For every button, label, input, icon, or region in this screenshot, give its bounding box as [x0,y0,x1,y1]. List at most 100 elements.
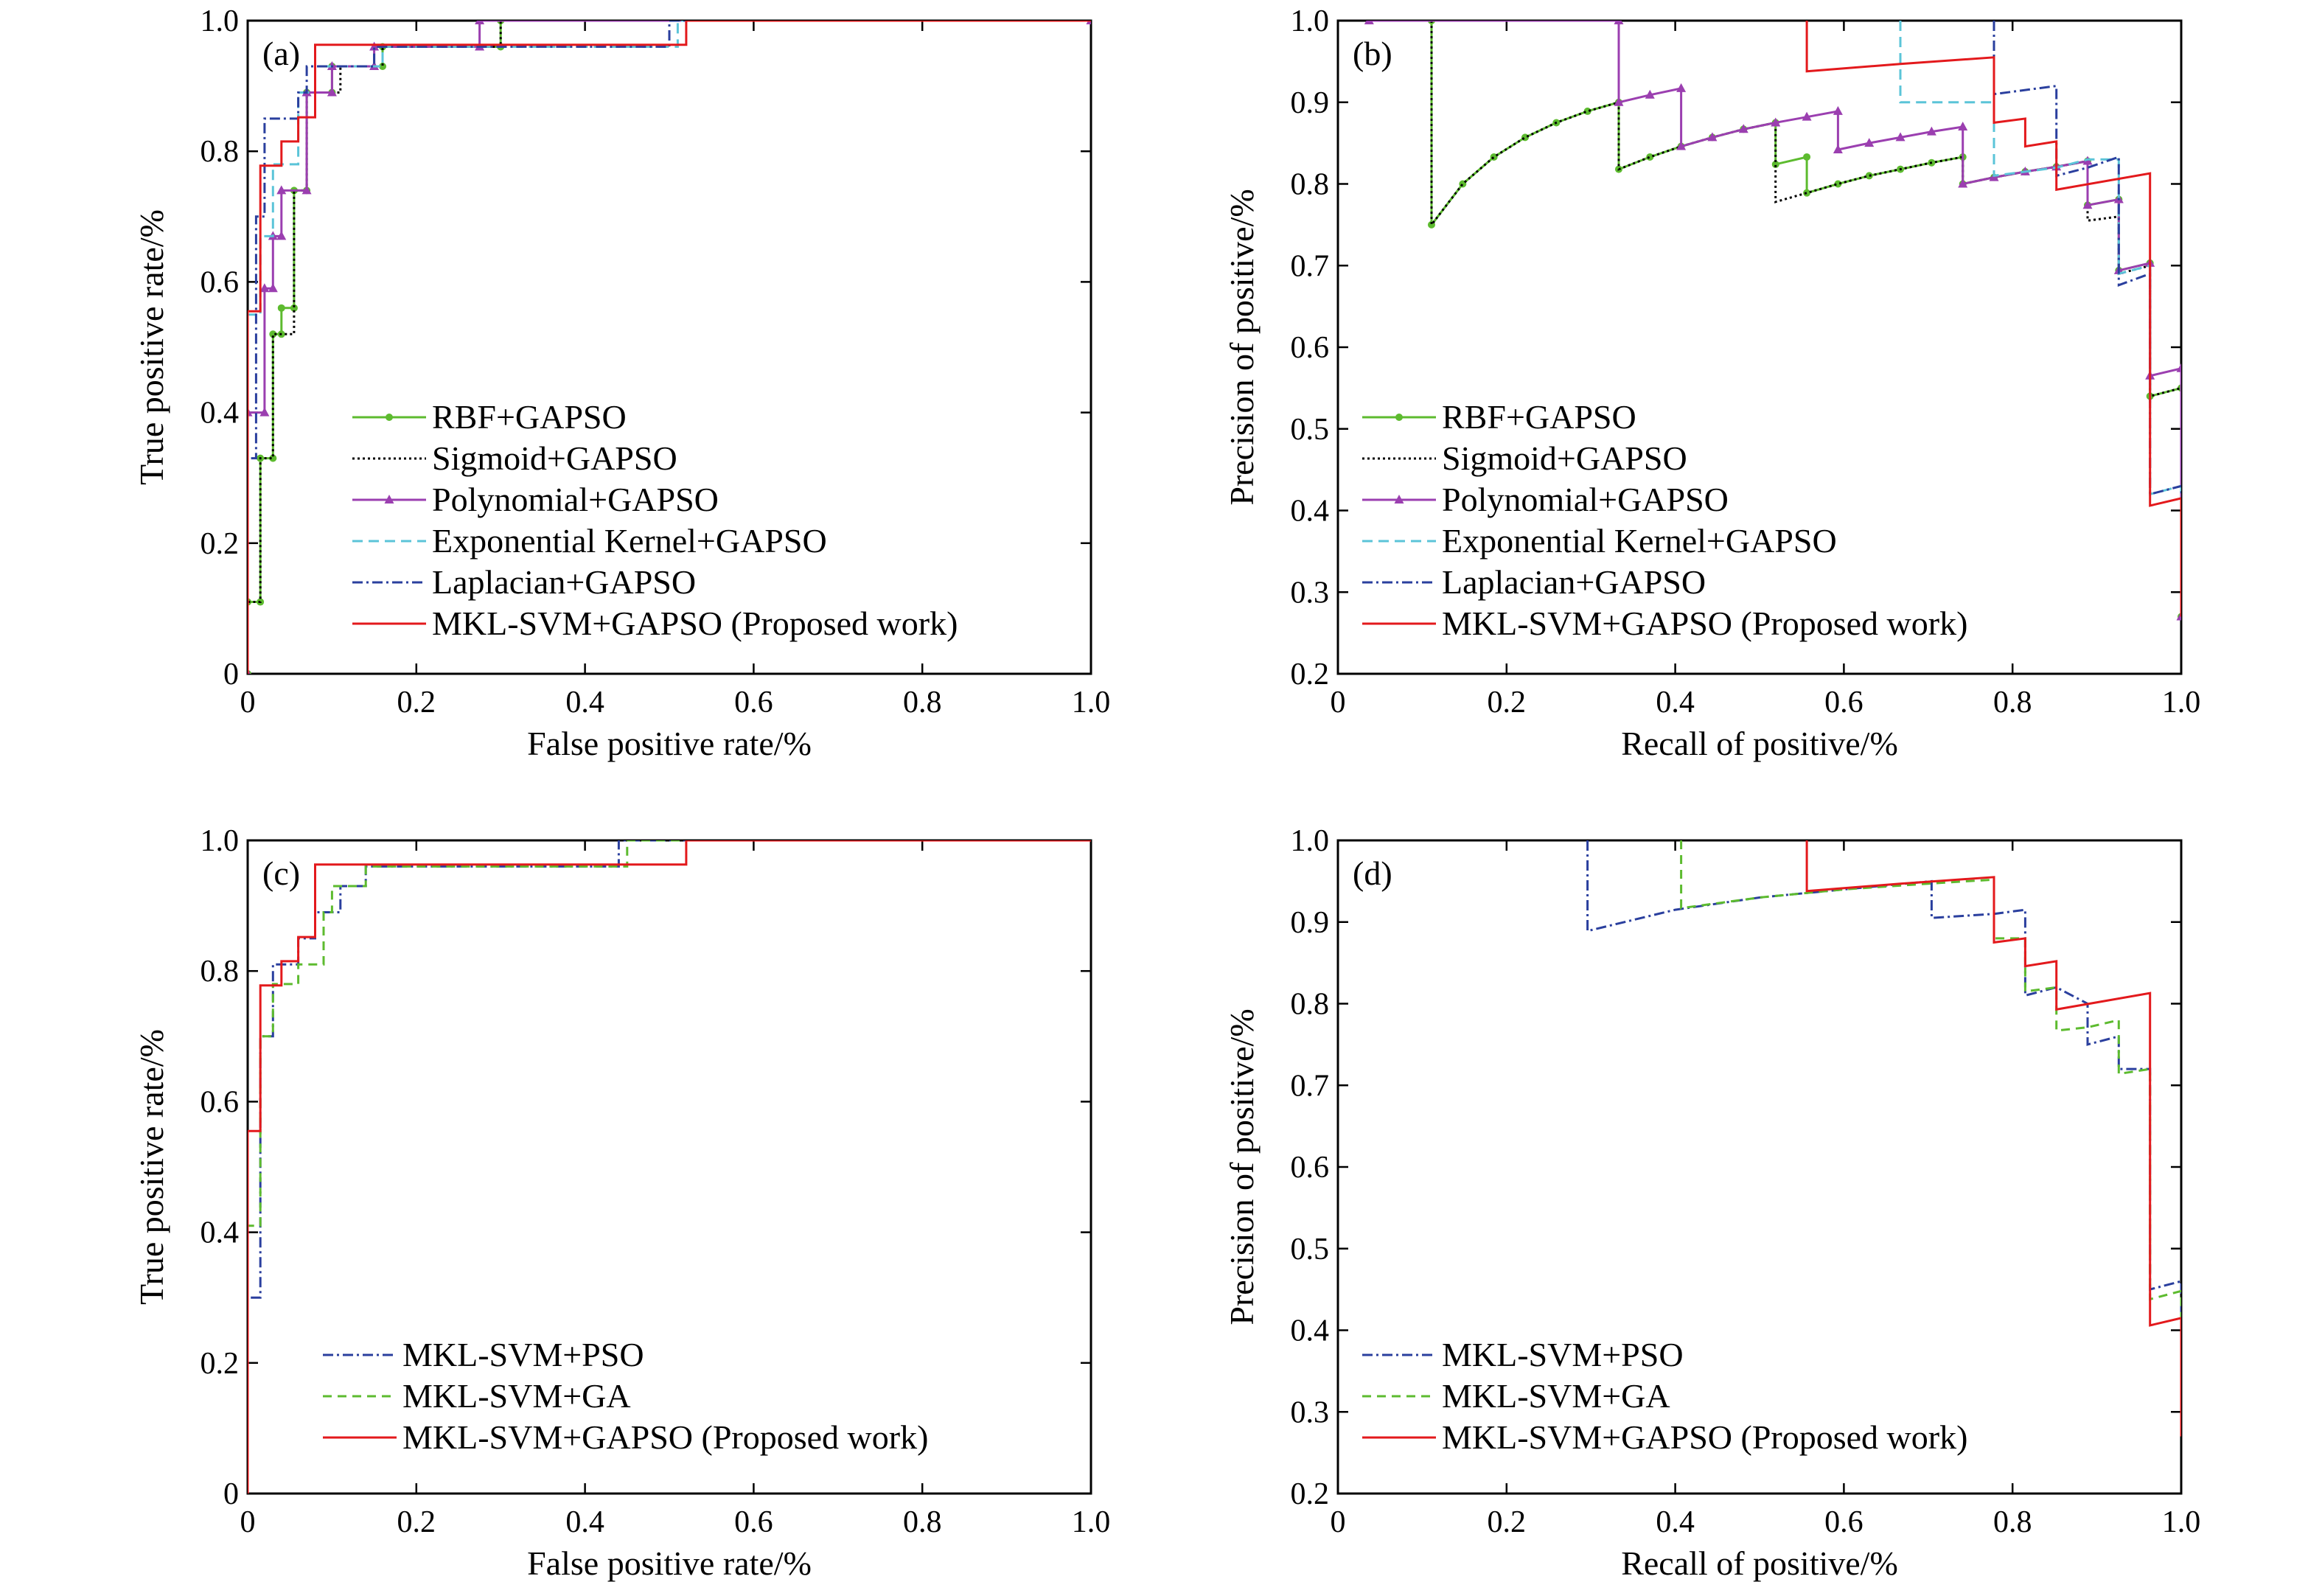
series-point [276,185,287,195]
series-3 [248,840,1091,1494]
series-point [1676,141,1687,150]
x-axis-title: Recall of positive/% [1621,1544,1898,1582]
series-4 [1899,21,2181,617]
series-point [1614,21,1624,24]
y-tick-label: 0.8 [1291,168,1330,202]
legend-label: RBF+GAPSO [1442,398,1636,436]
y-tick-label: 0.7 [1291,1069,1330,1103]
series-point [1738,124,1749,133]
x-tick-label: 0.2 [397,686,436,719]
y-axis-title: Precision of positive/% [1223,1008,1261,1325]
x-axis-title: False positive rate/% [527,725,812,762]
legend-label: MKL-SVM+GAPSO (Proposed work) [432,604,958,642]
x-tick-label: 0.8 [1993,1505,2032,1539]
x-tick-label: 1.0 [2162,1505,2201,1539]
legend-label: MKL-SVM+GA [402,1377,631,1415]
panel-label: (b) [1353,35,1392,72]
x-tick-label: 1.0 [1072,1505,1111,1539]
series-line [1992,21,2181,617]
series-point [1771,160,1779,168]
legend-label: MKL-SVM+GAPSO (Proposed work) [1442,604,1967,642]
y-tick-label: 0.7 [1291,249,1330,283]
series-line [248,21,1091,674]
series-point [369,41,380,51]
series-point [1834,180,1842,188]
x-tick-label: 0 [1331,1505,1346,1539]
y-tick-label: 0.4 [1291,495,1330,529]
legend-label: Sigmoid+GAPSO [432,439,677,477]
legend-label: Sigmoid+GAPSO [1442,439,1687,477]
x-tick-label: 0.4 [1656,1505,1695,1539]
y-axis-title: True positive rate/% [133,209,170,485]
y-tick-label: 0.5 [1291,413,1330,447]
series-point [269,330,277,338]
series-point [2176,363,2181,372]
x-tick-label: 0.6 [734,1505,773,1539]
x-tick-label: 0.2 [397,1505,436,1539]
series-point [1614,97,1624,106]
y-tick-label: 0.6 [1291,1151,1330,1185]
series-3 [1805,840,2181,1437]
series-point [1958,178,1968,188]
y-tick-label: 0.9 [1291,86,1330,120]
legend-label: Exponential Kernel+GAPSO [1442,522,1837,560]
series-line [1805,21,2181,617]
series-point [1833,105,1843,115]
panel-label: (c) [262,854,300,892]
legend-label: MKL-SVM+PSO [402,1336,644,1373]
y-tick-label: 1.0 [201,4,240,38]
y-tick-label: 0.4 [201,1216,240,1250]
series-point [259,283,270,293]
series-point [259,407,270,417]
y-tick-label: 0 [223,1477,239,1511]
chart-panel-3: 0 0.2 0.4 0.6 0.8 1.0 0 0.2 0.4 0.6 0.8 1.0 False po… [133,824,1110,1582]
x-tick-label: 0.4 [1656,686,1695,719]
x-axis-title: False positive rate/% [527,1544,812,1582]
x-tick-label: 0.6 [1824,1505,1863,1539]
y-tick-label: 0.4 [201,397,240,431]
y-tick-label: 0.3 [1291,1395,1330,1429]
legend-label: MKL-SVM+GAPSO (Proposed work) [1442,1418,1967,1456]
legend-label: Laplacian+GAPSO [432,563,696,601]
series-line [248,840,1091,1494]
legend-marker [1394,495,1404,503]
legend-marker [386,414,393,421]
series-6 [1805,21,2181,617]
legend-label: MKL-SVM+PSO [1442,1336,1684,1373]
series-point [1802,111,1812,121]
y-axis-title: Precision of positive/% [1223,189,1261,505]
series-point [1645,89,1655,99]
legend-marker [1395,414,1403,421]
series-line [1899,21,2181,617]
series-2 [1680,840,2181,1437]
x-tick-label: 0 [1331,686,1346,719]
x-tick-label: 0.6 [734,686,773,719]
series-point [276,231,287,240]
series-point [2176,611,2181,621]
y-tick-label: 0.5 [1291,1233,1330,1266]
x-tick-label: 0.6 [1824,686,1863,719]
y-tick-label: 0.9 [1291,906,1330,940]
x-tick-label: 0.8 [1993,686,2032,719]
y-tick-label: 1.0 [201,824,240,858]
x-tick-label: 0 [240,686,256,719]
legend-label: Exponential Kernel+GAPSO [432,522,827,560]
series-point [2082,200,2093,209]
series-point [268,283,278,293]
series-point [1865,172,1873,180]
y-tick-label: 0.8 [1291,988,1330,1022]
series-3 [1364,21,2181,621]
series-line [1680,840,2181,1437]
y-tick-label: 0.2 [201,527,240,561]
series-point [269,454,277,462]
legend-marker [384,495,394,503]
y-tick-label: 0.2 [1291,1477,1330,1511]
series-5 [1992,21,2181,617]
series-point [1676,83,1687,92]
series-point [1864,138,1875,147]
series-point [290,304,298,312]
series-point [1771,117,1781,127]
